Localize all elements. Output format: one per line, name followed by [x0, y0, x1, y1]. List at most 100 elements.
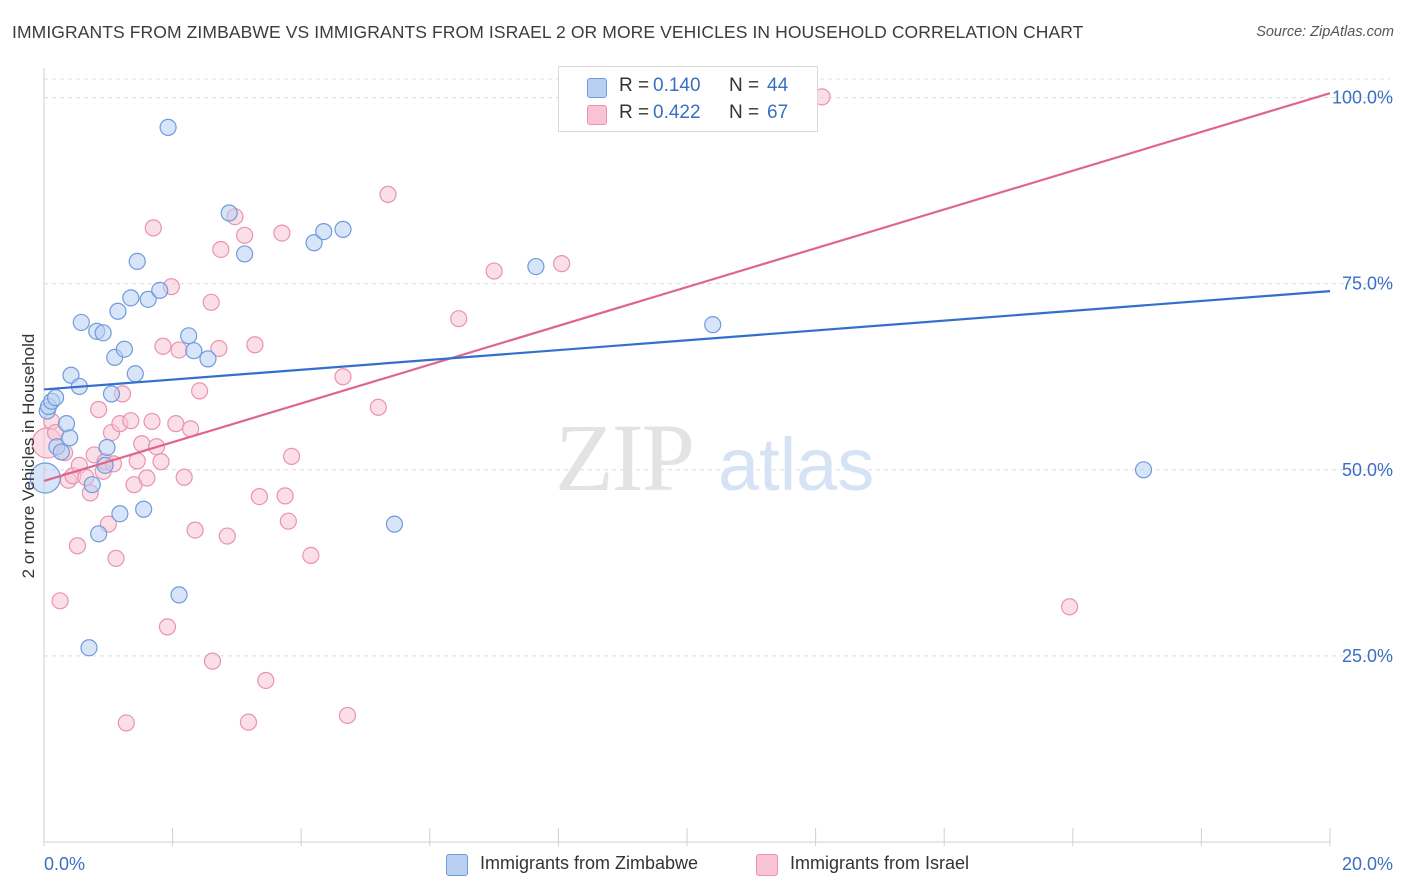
zimbabwe-point — [94, 324, 112, 342]
israel-point — [68, 537, 87, 555]
israel-point — [450, 310, 468, 328]
israel-trend-line — [43, 92, 1331, 483]
zimbabwe-point — [334, 220, 352, 238]
correlation-legend: R = 0.140 N = 44 R = 0.422 N = 67 — [558, 66, 818, 132]
y-axis-label: 2 or more Vehicles in Household — [19, 334, 38, 579]
zimbabwe-point — [98, 438, 116, 457]
zimbabwe-point — [315, 223, 333, 241]
zimbabwe-point — [128, 252, 146, 270]
israel-point — [553, 255, 571, 273]
israel-point — [257, 671, 275, 690]
israel-point — [279, 512, 297, 530]
zimbabwe-point — [111, 505, 129, 523]
israel-point — [203, 652, 222, 670]
israel-point — [485, 262, 503, 280]
x-tick-label-end: 20.0% — [1342, 854, 1393, 874]
israel-point — [218, 527, 236, 545]
israel-point — [212, 240, 230, 259]
zimbabwe-point — [180, 327, 198, 345]
israel-point — [144, 219, 162, 237]
legend-swatch-israel — [587, 105, 607, 125]
chart-title: IMMIGRANTS FROM ZIMBABWE VS IMMIGRANTS F… — [12, 22, 1084, 42]
zimbabwe-point — [199, 350, 217, 368]
y-tick-label: 100.0% — [1332, 88, 1393, 108]
y-tick-label: 25.0% — [1342, 646, 1393, 666]
zimbabwe-point — [159, 118, 177, 136]
israel-point — [170, 341, 188, 359]
israel-point — [210, 339, 228, 358]
israel-point — [138, 469, 156, 487]
legend-r-label: R = — [619, 102, 650, 123]
israel-point — [334, 368, 352, 386]
labels-layer: 25.0% 50.0% 75.0% 100.0% 0.0% 20.0% 2 or more … — [19, 88, 1393, 874]
bottom-legend-label-zimbabwe: Immigrants from Zimbabwe — [480, 853, 699, 873]
israel-point — [122, 412, 140, 430]
israel-point — [379, 185, 397, 203]
israel-point — [158, 618, 177, 636]
israel-point — [1060, 598, 1079, 616]
trend-layer — [43, 92, 1331, 483]
zimbabwe-point — [52, 443, 70, 461]
legend-r-value-zimbabwe: 0.140 — [653, 75, 701, 96]
zimbabwe-point — [115, 340, 133, 358]
israel-point — [107, 549, 125, 567]
x-tick-label-start: 0.0% — [44, 854, 85, 874]
israel-point — [191, 382, 209, 400]
zimbabwe-point — [385, 515, 404, 533]
israel-point — [154, 337, 172, 355]
zimbabwe-point — [122, 289, 140, 307]
israel-point — [239, 713, 258, 731]
zimbabwe-point — [80, 639, 98, 657]
zimbabwe-point — [109, 302, 127, 320]
israel-point — [338, 706, 357, 725]
bottom-legend-label-israel: Immigrants from Israel — [790, 853, 970, 873]
zimbabwe-point — [170, 586, 188, 604]
zimbabwe-point — [29, 462, 61, 494]
zimbabwe-point — [46, 388, 65, 407]
israel-point — [202, 293, 220, 311]
israel-point — [250, 488, 269, 506]
legend-swatch-zimbabwe — [587, 78, 607, 98]
israel-point — [117, 714, 135, 732]
y-tick-label: 50.0% — [1342, 460, 1393, 480]
watermark: ZIP atlas — [555, 404, 874, 511]
zimbabwe-trend-line — [43, 290, 1331, 391]
bottom-legend-swatch-israel — [756, 854, 778, 876]
zimbabwe-point — [102, 385, 121, 403]
israel-point — [186, 521, 204, 539]
israel-point — [246, 336, 264, 354]
zimbabwe-point — [72, 313, 90, 332]
zimbabwe-point — [236, 245, 254, 263]
israel-point — [276, 487, 294, 505]
israel-point — [273, 224, 291, 242]
israel-point — [167, 415, 185, 433]
y-tick-label: 75.0% — [1342, 274, 1393, 294]
zimbabwe-point — [90, 525, 108, 543]
legend-n-value-israel: 67 — [767, 102, 789, 123]
zimbabwe-point — [185, 342, 203, 360]
zimbabwe-point — [135, 500, 153, 518]
zimbabwe-points — [29, 118, 1153, 657]
israel-point — [152, 453, 170, 471]
israel-point — [302, 546, 320, 565]
israel-point — [51, 592, 69, 610]
israel-point — [143, 412, 161, 431]
source-credit: Source: ZipAtlas.com — [1256, 24, 1394, 40]
legend-n-value-zimbabwe: 44 — [767, 75, 789, 96]
zimbabwe-point — [57, 415, 76, 433]
zimbabwe-point — [527, 257, 545, 276]
bottom-legend-swatch-zimbabwe — [446, 854, 468, 876]
zimbabwe-point — [305, 234, 323, 252]
legend-r-value-israel: 0.422 — [653, 102, 701, 123]
israel-point — [175, 468, 193, 486]
zimbabwe-point — [1134, 461, 1153, 479]
grid-layer — [44, 78, 1390, 657]
zimbabwe-point — [704, 316, 722, 334]
watermark-zip: ZIP — [555, 404, 693, 511]
zimbabwe-point — [139, 290, 157, 308]
legend-n-label: N = — [729, 102, 760, 123]
zimbabwe-point — [220, 204, 238, 222]
israel-point — [282, 447, 301, 466]
watermark-atlas: atlas — [718, 423, 874, 506]
